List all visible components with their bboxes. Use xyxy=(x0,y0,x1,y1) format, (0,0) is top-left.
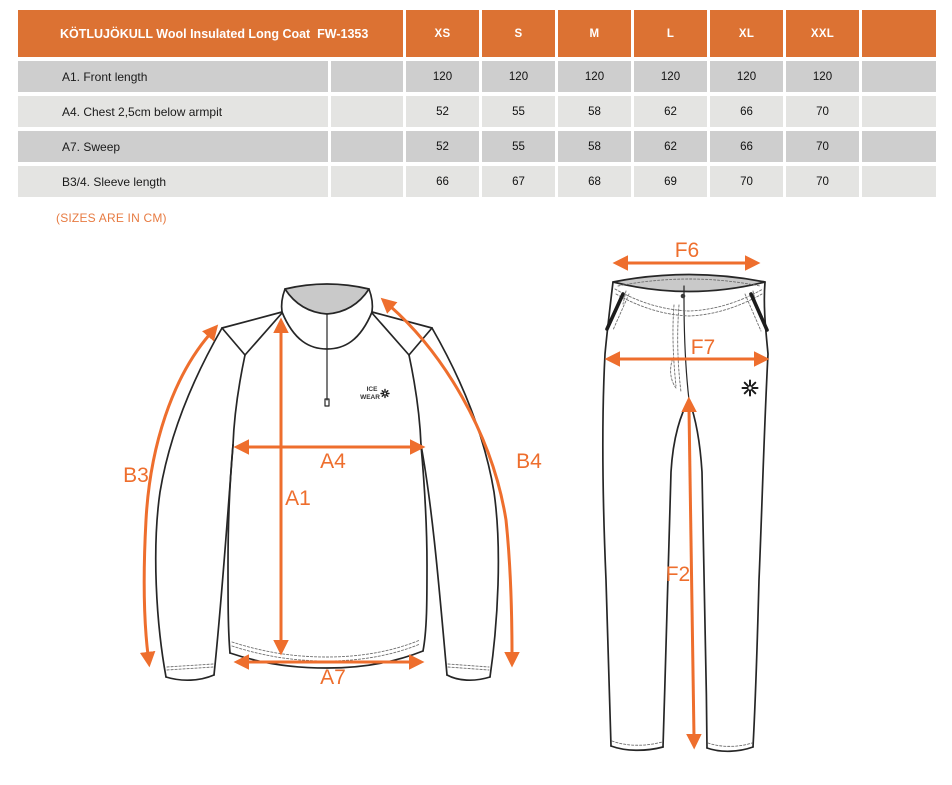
spacer-cell xyxy=(331,166,403,197)
arrow-b3 xyxy=(139,324,219,668)
collar-interior xyxy=(284,283,370,315)
header-empty-cell xyxy=(862,10,936,57)
label-a7: A7 xyxy=(320,666,346,689)
logo-line1: ICE xyxy=(367,386,379,393)
size-value-cell: 55 xyxy=(482,131,555,162)
row-label-cell: A1. Front length xyxy=(18,61,328,92)
size-value-cell: 66 xyxy=(710,131,783,162)
pants-stitching xyxy=(611,278,764,747)
size-value-cell: 70 xyxy=(786,131,859,162)
label-a1: A1 xyxy=(285,487,311,510)
size-value-cell: 52 xyxy=(406,131,479,162)
waist-button xyxy=(680,293,686,299)
size-value-cell: 52 xyxy=(406,96,479,127)
trailing-empty-cell xyxy=(862,166,936,197)
size-column-header: M xyxy=(558,10,631,57)
pants-diagram: F6 F7 F2 xyxy=(601,239,770,753)
pants-outline xyxy=(601,281,769,753)
measurement-diagram: ICE WEAR A1 A4 A7 B3 B4 xyxy=(123,239,770,753)
size-table: KÖTLUJÖKULL Wool Insulated Long Coat FW-… xyxy=(18,10,936,197)
label-f6: F6 xyxy=(675,239,700,262)
size-value-cell: 120 xyxy=(786,61,859,92)
size-value-cell: 55 xyxy=(482,96,555,127)
size-value-cell: 70 xyxy=(786,166,859,197)
trailing-empty-cell xyxy=(862,96,936,127)
size-column-header: S xyxy=(482,10,555,57)
size-column-header: XS xyxy=(406,10,479,57)
size-value-cell: 120 xyxy=(482,61,555,92)
size-value-cell: 66 xyxy=(406,166,479,197)
right-pocket xyxy=(749,292,769,332)
size-value-cell: 62 xyxy=(634,131,707,162)
icewear-logo: ICE WEAR xyxy=(360,386,390,401)
size-column-header: XL xyxy=(710,10,783,57)
label-b3: B3 xyxy=(123,464,149,487)
snowflake-icon xyxy=(741,379,759,397)
logo-line2: WEAR xyxy=(360,394,380,401)
size-value-cell: 69 xyxy=(634,166,707,197)
zipper xyxy=(324,313,330,407)
size-value-cell: 70 xyxy=(786,96,859,127)
size-value-cell: 70 xyxy=(710,166,783,197)
arrow-b4 xyxy=(380,297,520,668)
size-column-header: L xyxy=(634,10,707,57)
spacer-cell xyxy=(331,96,403,127)
label-f2: F2 xyxy=(666,563,691,586)
row-label-cell: A4. Chest 2,5cm below armpit xyxy=(18,96,328,127)
size-value-cell: 120 xyxy=(710,61,783,92)
snowflake-icon xyxy=(380,388,390,399)
row-label-cell: A7. Sweep xyxy=(18,131,328,162)
sweater-arrows: A1 A4 A7 B3 B4 xyxy=(123,297,542,689)
size-value-cell: 68 xyxy=(558,166,631,197)
size-value-cell: 58 xyxy=(558,96,631,127)
size-value-cell: 58 xyxy=(558,131,631,162)
pants-arrows: F6 F7 F2 xyxy=(604,239,770,750)
trailing-empty-cell xyxy=(862,61,936,92)
arrow-f2 xyxy=(681,396,702,750)
spacer-cell xyxy=(331,131,403,162)
label-f7: F7 xyxy=(691,336,716,359)
spacer-cell xyxy=(331,61,403,92)
size-value-cell: 120 xyxy=(558,61,631,92)
size-value-cell: 67 xyxy=(482,166,555,197)
size-value-cell: 120 xyxy=(634,61,707,92)
sweater-diagram: ICE WEAR A1 A4 A7 B3 B4 xyxy=(123,283,542,689)
size-value-cell: 66 xyxy=(710,96,783,127)
label-b4: B4 xyxy=(516,450,542,473)
label-a4: A4 xyxy=(320,450,346,473)
row-label-cell: B3/4. Sleeve length xyxy=(18,166,328,197)
left-pocket xyxy=(605,292,625,331)
table-title-cell: KÖTLUJÖKULL Wool Insulated Long Coat FW-… xyxy=(18,10,403,57)
sizes-note: (SIZES ARE IN CM) xyxy=(56,211,167,225)
size-value-cell: 120 xyxy=(406,61,479,92)
trailing-empty-cell xyxy=(862,131,936,162)
size-value-cell: 62 xyxy=(634,96,707,127)
size-column-header: XXL xyxy=(786,10,859,57)
